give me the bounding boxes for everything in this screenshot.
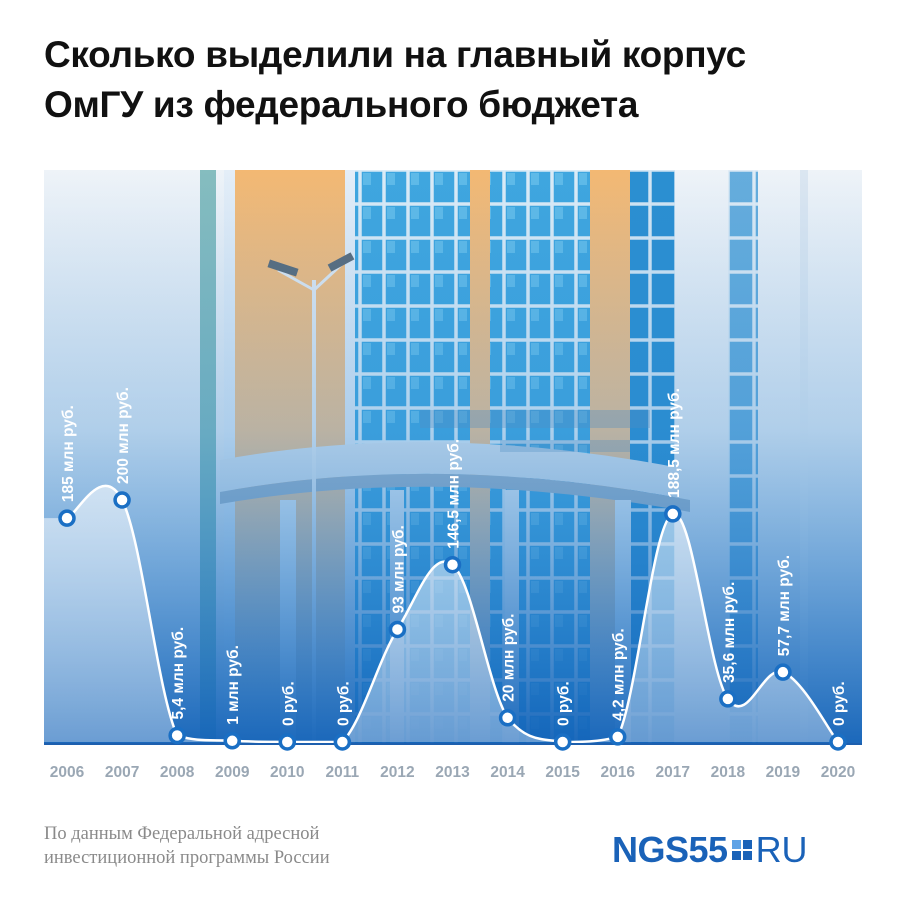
x-tick-label: 2014 (490, 764, 525, 781)
data-point-marker (333, 733, 352, 751)
x-tick-label: 2019 (766, 764, 801, 781)
x-tick-label: 2008 (160, 764, 195, 781)
x-tick-label: 2010 (270, 764, 304, 781)
data-point-marker (719, 690, 737, 708)
data-label: 0 руб. (556, 681, 573, 726)
source-note-line-2: инвестиционной программы России (44, 848, 330, 868)
data-point-marker (829, 733, 847, 751)
data-point-marker (498, 709, 517, 727)
data-point-marker (168, 726, 186, 745)
data-label: 1 млн руб. (225, 645, 242, 725)
building-photo-background (44, 170, 862, 744)
ngs55-logo: NGS55 RU (612, 830, 808, 870)
x-tick-label: 2009 (215, 764, 250, 781)
data-label: 0 руб. (335, 681, 352, 726)
data-label: 20 млн руб. (501, 614, 518, 702)
area-fill (44, 485, 838, 742)
logo-suffix-text: RU (755, 829, 808, 870)
x-tick-label: 2017 (656, 764, 690, 781)
x-tick-label: 2016 (600, 764, 635, 781)
data-point-marker (443, 555, 462, 574)
data-label: 185 млн руб. (60, 405, 77, 502)
data-point-marker (278, 733, 297, 751)
source-note-line-1: По данным Федеральной адресной (44, 824, 320, 844)
data-point-marker (58, 509, 76, 527)
data-label: 4,2 млн руб. (611, 628, 628, 721)
data-label: 5,4 млн руб. (170, 627, 187, 720)
data-point-marker (774, 663, 792, 681)
chart-title-line-2: ОмГУ из федерального бюджета (44, 84, 639, 125)
chart-title-line-1: Сколько выделили на главный корпус (44, 34, 746, 75)
data-label: 200 млн руб. (115, 387, 132, 484)
x-tick-label: 2011 (326, 764, 360, 781)
data-label: 0 руб. (831, 681, 848, 726)
x-tick-label: 2018 (711, 764, 746, 781)
data-point-marker (553, 733, 572, 751)
x-tick-label: 2012 (380, 764, 414, 781)
logo-main-text: NGS55 (612, 829, 728, 870)
x-tick-label: 2020 (821, 764, 855, 781)
x-tick-label: 2013 (435, 764, 470, 781)
data-point-marker (608, 728, 627, 746)
data-point-marker (664, 505, 682, 523)
data-point-marker (223, 732, 241, 750)
data-label: 35,6 млн руб. (721, 582, 738, 683)
x-tick-label: 2006 (50, 764, 85, 781)
data-point-marker (113, 491, 131, 509)
data-label: 188,5 млн руб. (666, 388, 683, 498)
data-label: 57,7 млн руб. (776, 555, 793, 656)
source-note: По данным Федеральной адресной инвестици… (44, 822, 464, 870)
chart-title: Сколько выделили на главный корпус ОмГУ … (44, 30, 864, 130)
logo-squares-icon (731, 840, 752, 860)
data-label: 146,5 млн руб. (446, 439, 463, 549)
chart-plot: 185 млн руб. 2006 200 млн руб. 2007 5,4 млн … (44, 387, 862, 781)
data-label: 93 млн руб. (390, 525, 407, 613)
x-tick-label: 2015 (545, 764, 580, 781)
data-point-marker (388, 620, 407, 639)
x-tick-label: 2007 (105, 764, 139, 781)
data-label: 0 руб. (280, 681, 297, 726)
